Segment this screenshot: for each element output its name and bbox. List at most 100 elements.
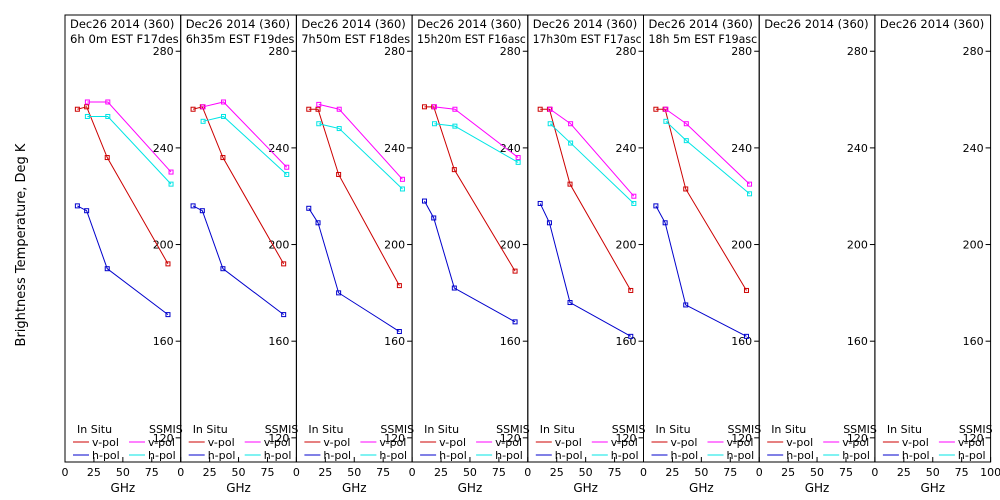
data-point	[316, 121, 322, 127]
legend-insitu-title: In Situ	[424, 423, 459, 436]
x-axis-label: GHz	[689, 481, 714, 495]
panel-subtitle: 6h35m EST F19des	[186, 32, 295, 46]
legend-ssmis-vpol-label: v-pol	[495, 436, 522, 449]
x-tick-label: 0	[293, 466, 300, 479]
data-point	[281, 261, 287, 267]
y-tick-label: 280	[500, 45, 521, 58]
series-line-2	[655, 205, 747, 337]
legend-insitu-vpol-label: v-pol	[323, 436, 350, 449]
panel-subtitle: 15h20m EST F16asc	[417, 32, 526, 46]
legend-insitu-hpol-label: h-pol	[786, 449, 814, 462]
data-point	[336, 290, 342, 296]
x-tick-label: 75	[260, 466, 274, 479]
data-point	[168, 181, 174, 187]
legend-ssmis-hpol-label: h-pol	[379, 449, 407, 462]
x-tick-label: 0	[871, 466, 878, 479]
data-point	[431, 121, 437, 127]
y-tick-label: 280	[963, 45, 984, 58]
x-tick-label: 0	[756, 466, 763, 479]
data-point	[747, 181, 753, 187]
x-axis-label: GHz	[342, 481, 367, 495]
legend-ssmis-vpol-label: v-pol	[611, 436, 638, 449]
data-point	[396, 329, 402, 335]
x-axis-label: GHz	[573, 481, 598, 495]
x-tick-label: 50	[694, 466, 708, 479]
data-point	[84, 113, 90, 119]
data-point	[281, 312, 287, 318]
panel-title: Dec26 2014 (360)	[649, 17, 753, 31]
legend-insitu-title: In Situ	[193, 423, 228, 436]
data-point	[315, 220, 321, 226]
y-tick-label: 160	[731, 335, 752, 348]
data-point	[743, 287, 749, 293]
x-tick-label: 25	[781, 466, 795, 479]
legend-insitu-hpol-label: h-pol	[208, 449, 236, 462]
data-point	[537, 106, 543, 112]
series-line-2	[539, 203, 632, 337]
x-tick-label: 75	[608, 466, 622, 479]
x-tick-label: 75	[839, 466, 853, 479]
y-tick-label: 240	[616, 142, 637, 155]
legend-insitu-title: In Situ	[771, 423, 806, 436]
data-point	[284, 164, 290, 170]
y-axis-label: Brightness Temperature, Deg K	[14, 143, 29, 346]
x-tick-label: 25	[897, 466, 911, 479]
series-line-3	[434, 106, 519, 158]
data-point	[431, 104, 437, 110]
series-line-2	[192, 205, 284, 316]
y-tick-label: 120	[384, 432, 405, 445]
legend-ssmis-title: SSMIS	[380, 423, 414, 436]
y-tick-label: 240	[963, 142, 984, 155]
x-axis-label: GHz	[805, 481, 830, 495]
data-point	[84, 208, 90, 214]
panel-title: Dec26 2014 (360)	[880, 17, 984, 31]
x-tick-label: 50	[463, 466, 477, 479]
legend-ssmis-title: SSMIS	[612, 423, 646, 436]
y-tick-label: 160	[616, 335, 637, 348]
x-tick-label: 100	[980, 466, 1000, 479]
y-tick-label: 160	[153, 335, 174, 348]
legend-insitu-hpol-label: h-pol	[555, 449, 583, 462]
panel-subtitle: 17h30m EST F17asc	[533, 32, 642, 46]
y-tick-label: 280	[268, 45, 289, 58]
y-tick-label: 240	[153, 142, 174, 155]
data-point	[316, 101, 322, 107]
data-point	[284, 171, 290, 177]
data-point	[431, 215, 437, 221]
y-tick-label: 120	[500, 432, 521, 445]
y-tick-label: 200	[963, 239, 984, 252]
data-point	[200, 104, 206, 110]
data-point	[631, 200, 637, 206]
legend-ssmis-title: SSMIS	[496, 423, 530, 436]
data-point	[421, 198, 427, 204]
legend-insitu-hpol-label: h-pol	[902, 449, 930, 462]
data-point	[747, 191, 753, 197]
data-point	[306, 205, 312, 211]
x-tick-label: 75	[955, 466, 969, 479]
series-line-4	[202, 115, 288, 175]
series-line-3	[202, 101, 288, 168]
y-tick-label: 200	[847, 239, 868, 252]
data-point	[546, 220, 552, 226]
panel-title: Dec26 2014 (360)	[417, 17, 521, 31]
data-point	[84, 99, 90, 105]
x-tick-label: 50	[347, 466, 361, 479]
data-point	[515, 159, 521, 165]
legend-ssmis-hpol-label: h-pol	[264, 449, 292, 462]
panel-subtitle: 18h 5m EST F19asc	[649, 32, 758, 46]
legend-ssmis-vpol-label: v-pol	[379, 436, 406, 449]
panel-subtitle: 7h50m EST F18des	[301, 32, 410, 46]
panel-title: Dec26 2014 (360)	[764, 17, 868, 31]
data-point	[683, 121, 689, 127]
data-point	[221, 113, 227, 119]
legend-ssmis-vpol-label: v-pol	[727, 436, 754, 449]
legend-ssmis-title: SSMIS	[728, 423, 762, 436]
data-point	[399, 186, 405, 192]
legend-ssmis-vpol-label: v-pol	[148, 436, 175, 449]
x-tick-label: 75	[376, 466, 390, 479]
series-line-3	[87, 101, 172, 173]
